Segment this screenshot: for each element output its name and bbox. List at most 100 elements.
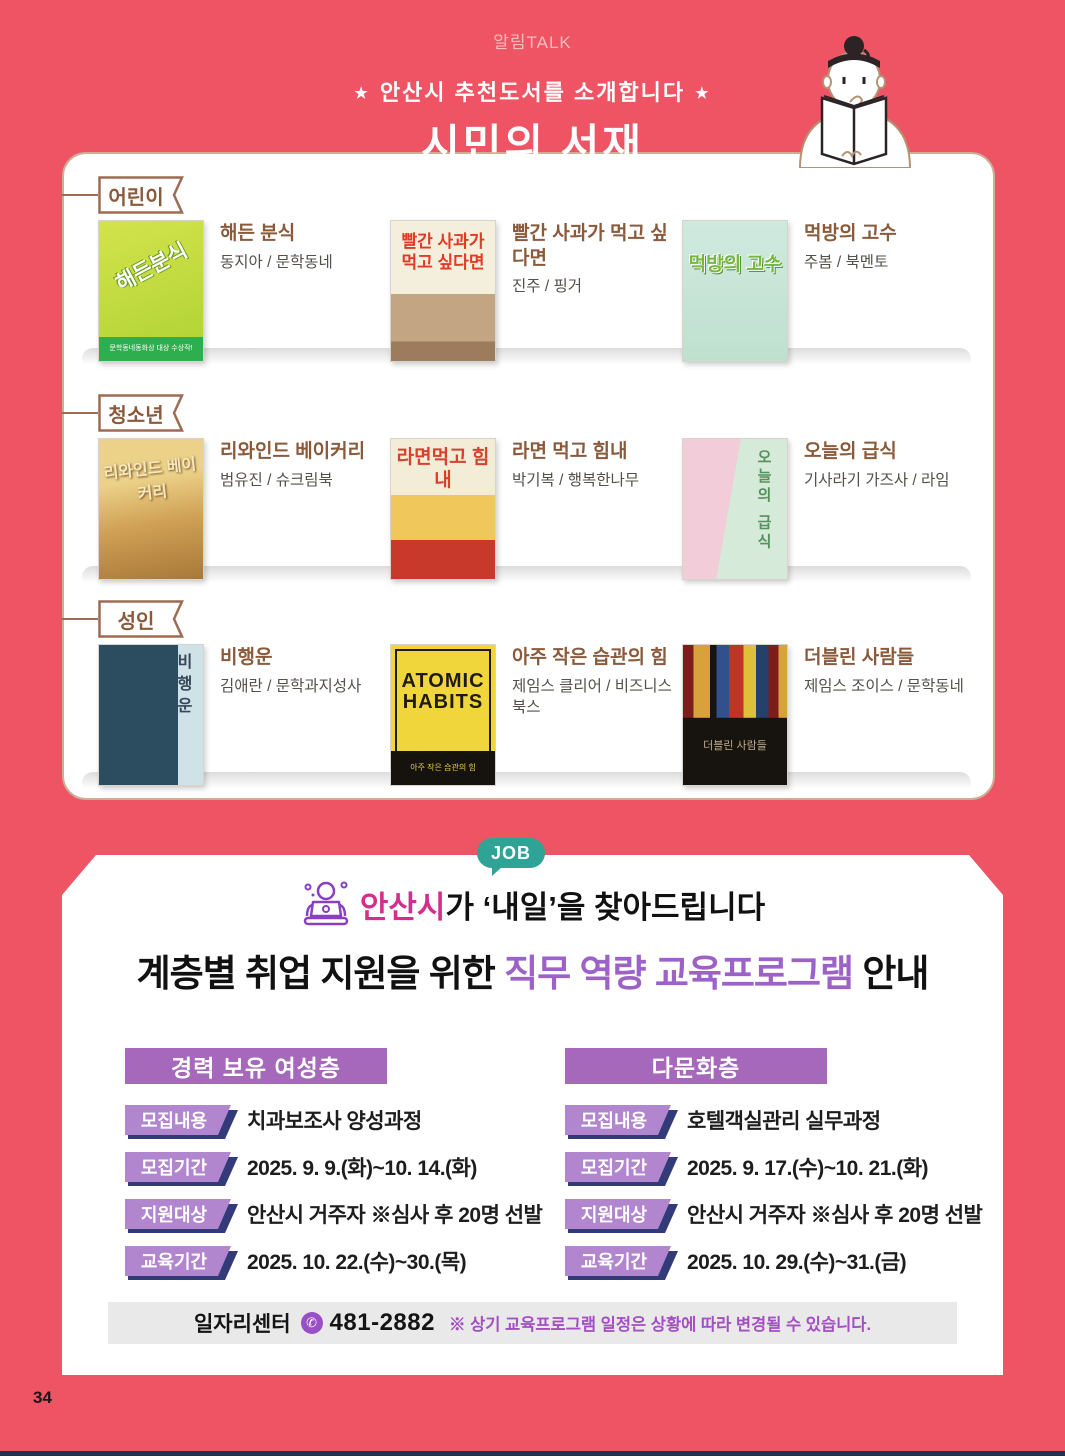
job-subtitle-highlight: 직무 역량 교육프로그램 bbox=[504, 953, 854, 994]
book-author: 진주 / 핑거 bbox=[512, 278, 582, 296]
program-row: 교육기간 2025. 10. 29.(수)~31.(금) bbox=[565, 1246, 985, 1276]
book-title: 해든 분식 bbox=[220, 223, 296, 244]
row-value: 안산시 거주자 ※심사 후 20명 선발 bbox=[687, 1204, 983, 1227]
job-phone-number: 481-2882 bbox=[329, 1309, 435, 1336]
row-label-tag: 모집기간 bbox=[565, 1152, 671, 1182]
book-cover: 더블린 사람들 bbox=[682, 644, 788, 786]
row-label: 모집내용 bbox=[565, 1105, 671, 1135]
row-label-tag: 교육기간 bbox=[565, 1246, 671, 1276]
row-label-tag: 지원대상 bbox=[125, 1199, 231, 1229]
book-item: 빨간 사과가 먹고 싶다면 빨간 사과가 먹고 싶다면 진주 / 핑거 bbox=[390, 220, 682, 370]
program-row: 지원대상 안산시 거주자 ※심사 후 20명 선발 bbox=[565, 1199, 985, 1229]
cover-title-text: ATOMIC HABITS bbox=[401, 670, 485, 713]
book-info: 아주 작은 습관의 힘 제임스 클리어 / 비즈니스북스 bbox=[512, 644, 682, 719]
reading-person-icon bbox=[798, 36, 912, 168]
books-row: 해든분식 문학동네동화상 대상 수상작! 해든 분식 동지아 / 문학동네 빨간… bbox=[82, 220, 971, 370]
job-subtitle-pre: 계층별 취업 지원을 위한 bbox=[136, 953, 505, 994]
program-row: 모집기간 2025. 9. 17.(수)~10. 21.(화) bbox=[565, 1152, 985, 1182]
book-title: 리와인드 베이커리 bbox=[220, 441, 366, 462]
program-row: 지원대상 안산시 거주자 ※심사 후 20명 선발 bbox=[125, 1199, 545, 1229]
kicker-text: 알림TALK bbox=[493, 33, 572, 52]
program-header: 경력 보유 여성층 bbox=[125, 1048, 387, 1084]
row-label: 교육기간 bbox=[565, 1246, 671, 1276]
star-icon: ★ bbox=[354, 85, 370, 102]
book-title: 더블린 사람들 bbox=[804, 647, 915, 668]
cover-title-text: 리와인드 베이커리 bbox=[102, 456, 198, 504]
book-cover: 해든분식 문학동네동화상 대상 수상작! bbox=[98, 220, 204, 362]
job-title-city: 안산시 bbox=[359, 889, 446, 925]
job-subtitle-post: 안내 bbox=[853, 953, 929, 994]
program-column-women: 경력 보유 여성층 모집내용 치과보조사 양성과정 모집기간 2025. 9. … bbox=[125, 1048, 545, 1276]
book-item: 먹방의 고수 먹방의 고수 주봄 / 북멘토 bbox=[682, 220, 974, 370]
row-label-tag: 모집내용 bbox=[125, 1105, 231, 1135]
book-title: 비행운 bbox=[220, 647, 273, 668]
book-info: 먹방의 고수 주봄 / 북멘토 bbox=[804, 220, 974, 274]
cover-title-text: 비행운 bbox=[174, 653, 191, 719]
book-info: 라면 먹고 힘내 박기복 / 행복한나무 bbox=[512, 438, 682, 492]
program-row: 모집내용 치과보조사 양성과정 bbox=[125, 1105, 545, 1135]
row-label: 지원대상 bbox=[565, 1199, 671, 1229]
book-cover: 비행운 bbox=[98, 644, 204, 786]
book-cover: 리와인드 베이커리 bbox=[98, 438, 204, 580]
book-author: 제임스 조이스 / 문학동네 bbox=[804, 677, 964, 695]
book-author: 기사라기 가즈사 / 라임 bbox=[804, 471, 950, 489]
tagline-text: 안산시 추천도서를 소개합니다 bbox=[379, 80, 686, 105]
page-title: 시민의 서재 bbox=[421, 121, 644, 168]
cover-band-text: 문학동네동화상 대상 수상작! bbox=[99, 337, 203, 361]
row-label: 모집기간 bbox=[125, 1152, 231, 1182]
book-title: 먹방의 고수 bbox=[804, 223, 897, 244]
book-info: 해든 분식 동지아 / 문학동네 bbox=[220, 220, 390, 274]
section-label-row: 성인 bbox=[62, 600, 959, 638]
book-cover: 라면먹고 힘내 bbox=[390, 438, 496, 580]
book-title: 빨간 사과가 먹고 싶다면 bbox=[512, 223, 668, 269]
label-connector-line bbox=[62, 194, 98, 196]
row-value: 안산시 거주자 ※심사 후 20명 선발 bbox=[247, 1204, 543, 1227]
book-item: 더블린 사람들 더블린 사람들 제임스 조이스 / 문학동네 bbox=[682, 644, 974, 794]
book-author: 동지아 / 문학동네 bbox=[220, 253, 333, 271]
section-label: 성인 bbox=[117, 610, 155, 633]
label-connector-line bbox=[62, 412, 98, 414]
label-connector-line bbox=[62, 618, 98, 620]
job-title: 안산시 가 ‘내일’을 찾아드립니다 bbox=[62, 881, 1003, 927]
job-subtitle: 계층별 취업 지원을 위한 직무 역량 교육프로그램 안내 bbox=[62, 943, 1003, 997]
book-item: 라면먹고 힘내 라면 먹고 힘내 박기복 / 행복한나무 bbox=[390, 438, 682, 588]
job-card: 안산시 가 ‘내일’을 찾아드립니다 계층별 취업 지원을 위한 직무 역량 교육… bbox=[62, 855, 1003, 1375]
section-label-row: 청소년 bbox=[62, 394, 959, 432]
row-label: 지원대상 bbox=[125, 1199, 231, 1229]
library-section-youth: 청소년 리와인드 베이커리 리와인드 베이커리 범유진 / 슈크림북 bbox=[62, 394, 971, 588]
row-value: 2025. 10. 22.(수)~30.(목) bbox=[247, 1251, 467, 1274]
book-author: 김애란 / 문학과지성사 bbox=[220, 677, 362, 695]
section-banner: 성인 bbox=[98, 600, 184, 638]
library-section-adult: 성인 비행운 비행운 김애란 / 문학과지성사 A bbox=[62, 600, 971, 794]
section-banner: 어린이 bbox=[98, 176, 184, 214]
cover-title-text: 더블린 사람들 bbox=[703, 740, 767, 752]
library-card: 어린이 해든분식 문학동네동화상 대상 수상작! 해든 분식 동지아 / 문학동… bbox=[62, 152, 995, 800]
book-cover: ATOMIC HABITS 아주 작은 습관의 힘 bbox=[390, 644, 496, 786]
job-badge: JOB bbox=[477, 838, 545, 876]
book-item: 리와인드 베이커리 리와인드 베이커리 범유진 / 슈크림북 bbox=[98, 438, 390, 588]
library-section-children: 어린이 해든분식 문학동네동화상 대상 수상작! 해든 분식 동지아 / 문학동… bbox=[62, 176, 971, 370]
book-author: 주봄 / 북멘토 bbox=[804, 253, 889, 271]
book-title: 오늘의 급식 bbox=[804, 441, 897, 462]
cover-title-text: 라면먹고 힘내 bbox=[396, 447, 490, 491]
job-contact-bar: 일자리센터 ✆ 481-2882 ※ 상기 교육프로그램 일정은 상황에 따라 … bbox=[108, 1302, 957, 1344]
book-item: ATOMIC HABITS 아주 작은 습관의 힘 아주 작은 습관의 힘 제임… bbox=[390, 644, 682, 794]
row-label-tag: 모집기간 bbox=[125, 1152, 231, 1182]
row-label: 모집내용 bbox=[125, 1105, 231, 1135]
cover-title-text: 오늘의 급식 bbox=[755, 449, 772, 553]
program-header: 다문화층 bbox=[565, 1048, 827, 1084]
book-title: 아주 작은 습관의 힘 bbox=[512, 647, 668, 668]
tagline: ★ 안산시 추천도서를 소개합니다 ★ bbox=[0, 75, 1065, 107]
job-center-label: 일자리센터 bbox=[193, 1313, 291, 1336]
cover-title-text: 먹방의 고수 bbox=[688, 254, 782, 275]
page-number: 34 bbox=[33, 1388, 52, 1407]
row-value: 호텔객실관리 실무과정 bbox=[687, 1110, 881, 1133]
cover-title-text: 해든분식 bbox=[112, 239, 192, 296]
star-icon: ★ bbox=[695, 85, 711, 102]
book-author: 범유진 / 슈크림북 bbox=[220, 471, 333, 489]
row-label: 교육기간 bbox=[125, 1246, 231, 1276]
page-header: 알림TALK ★ 안산시 추천도서를 소개합니다 ★ 시민의 서재 bbox=[0, 0, 1065, 172]
phone-icon: ✆ bbox=[301, 1312, 323, 1334]
section-label-row: 어린이 bbox=[62, 176, 959, 214]
